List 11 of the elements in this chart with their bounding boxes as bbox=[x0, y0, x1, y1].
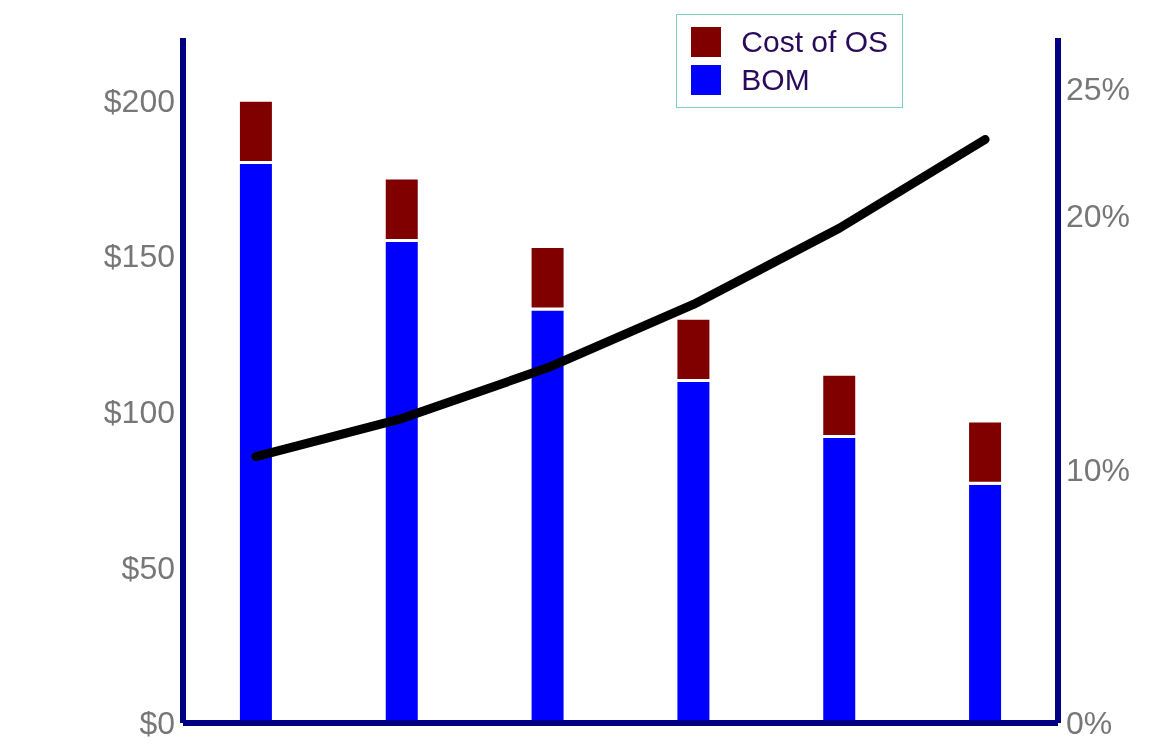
y2-tick-label: 20% bbox=[1066, 197, 1131, 234]
legend-label: Cost of OS bbox=[741, 25, 888, 59]
y2-tick-label: 10% bbox=[1066, 451, 1131, 488]
y-tick-label: $150 bbox=[103, 238, 175, 275]
y2-tick-label: 25% bbox=[1066, 71, 1131, 108]
y-tick-label: $50 bbox=[121, 549, 175, 586]
y-tick-label: $0 bbox=[139, 705, 175, 742]
legend-label: BOM bbox=[741, 63, 810, 97]
y-tick-label: $200 bbox=[103, 82, 175, 119]
y2-tick-label: 0% bbox=[1066, 705, 1113, 742]
y-tick-label: $100 bbox=[103, 394, 175, 430]
